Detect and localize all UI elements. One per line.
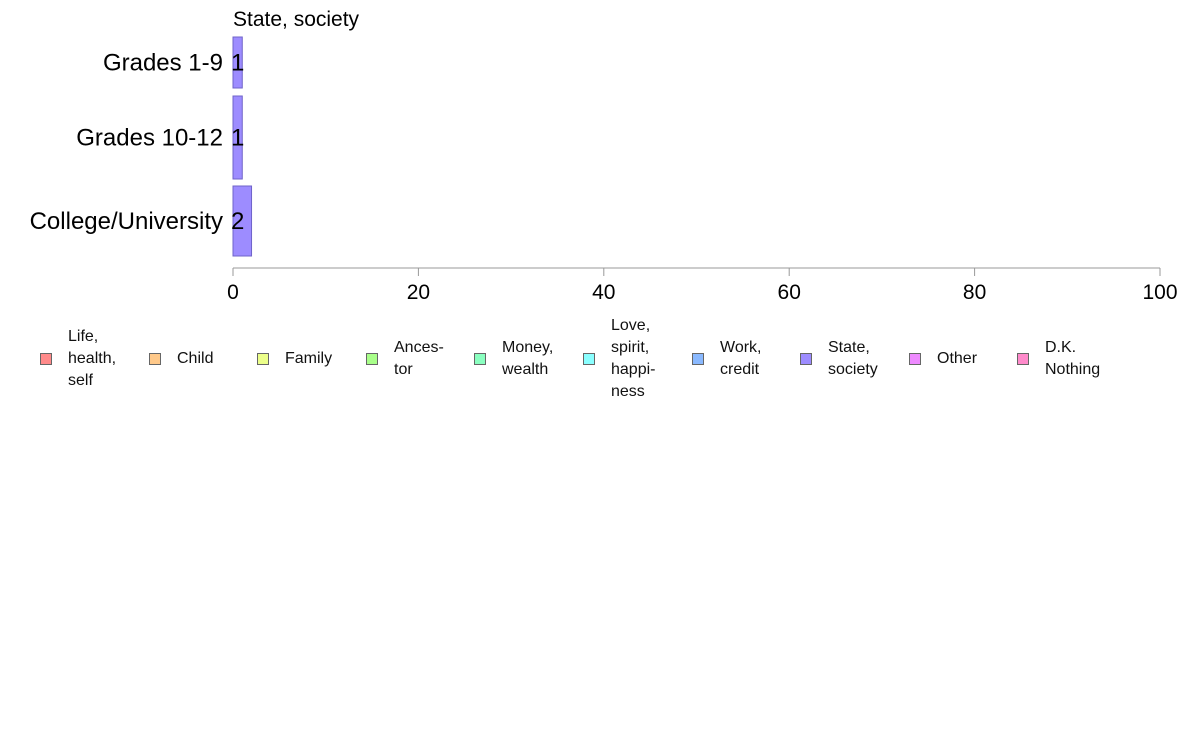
legend-swatch: [909, 353, 921, 365]
x-tick-label: 20: [407, 281, 430, 304]
legend-item: Other: [909, 316, 977, 402]
legend-swatch: [257, 353, 269, 365]
x-axis: 0 20 40 60 80 100: [227, 267, 1178, 304]
legend-label: Life, health, self: [68, 328, 117, 389]
legend-item: Money, wealth: [474, 316, 553, 402]
bar-value-label: 2: [231, 208, 244, 235]
legend-label: Family: [285, 350, 333, 367]
legend-swatch: [474, 353, 486, 365]
x-tick-label: 80: [963, 281, 986, 304]
legend-swatch: [366, 353, 378, 365]
legend-label: State, society: [828, 339, 878, 378]
legend-item: Life, health, self: [40, 316, 116, 402]
bar-value-label: 1: [231, 50, 244, 77]
legend-label: Work, credit: [720, 339, 762, 378]
legend-label: D.K. Nothing: [1045, 339, 1101, 378]
legend-label: Money, wealth: [502, 339, 554, 378]
category-label: College/University: [30, 208, 223, 235]
x-tick-label: 0: [227, 281, 239, 304]
x-tick-label: 60: [778, 281, 801, 304]
bar: [232, 185, 253, 257]
bar: [232, 95, 243, 180]
bars-group: 1 1 2: [231, 36, 253, 257]
category-labels: Grades 1-9 Grades 10-12 College/University: [30, 50, 223, 236]
legend: Life, health, self Child Family Ances- tor M…: [0, 316, 1188, 406]
legend-item: D.K. Nothing: [1017, 316, 1100, 402]
legend-item: Child: [149, 316, 213, 402]
bar: [232, 36, 243, 89]
legend-label: Child: [177, 350, 214, 367]
legend-swatch: [800, 353, 812, 365]
legend-item: Ances- tor: [366, 316, 444, 402]
legend-label: Other: [937, 350, 978, 367]
legend-item: Family: [257, 316, 332, 402]
x-tick-label: 40: [592, 281, 615, 304]
legend-swatch: [40, 353, 52, 365]
category-label: Grades 1-9: [103, 50, 223, 77]
bar-value-label: 1: [231, 125, 244, 152]
legend-item: State, society: [800, 316, 878, 402]
category-label: Grades 10-12: [76, 125, 223, 152]
legend-swatch: [1017, 353, 1029, 365]
legend-swatch: [692, 353, 704, 365]
legend-label: Love, spirit, happi- ness: [611, 317, 656, 400]
bar-chart: State, society 1 1 2 Grades 1-9 Grades 10-1…: [30, 8, 1178, 304]
x-tick-label: 100: [1142, 281, 1177, 304]
chart-title: State, society: [233, 8, 360, 31]
legend-swatch: [583, 353, 595, 365]
legend-label: Ances- tor: [394, 339, 444, 378]
legend-item: Love, spirit, happi- ness: [583, 316, 655, 402]
legend-swatch: [149, 353, 161, 365]
legend-item: Work, credit: [692, 316, 761, 402]
